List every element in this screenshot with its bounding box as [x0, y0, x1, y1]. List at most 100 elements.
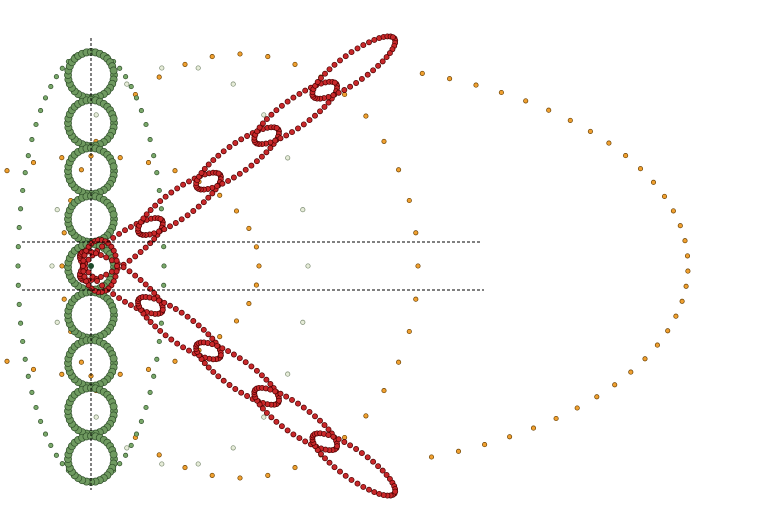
red-dot [205, 194, 212, 201]
red-dot [283, 132, 290, 139]
green-dot [16, 225, 22, 231]
green-dot [161, 244, 167, 250]
orange-dot [182, 465, 188, 471]
red-dot [258, 372, 265, 379]
green-dot [158, 320, 164, 326]
orange-dot [209, 472, 215, 478]
green-dot [109, 450, 118, 459]
red-dot [371, 489, 378, 496]
red-dot [157, 215, 164, 222]
orange-dot [4, 358, 10, 364]
orange-dot [482, 442, 488, 448]
red-dot [370, 458, 377, 465]
red-dot [354, 480, 361, 487]
red-dot [195, 322, 202, 329]
red-dot [152, 202, 159, 209]
red-dot [370, 67, 377, 74]
orange-dot [654, 342, 660, 348]
red-dot [220, 377, 227, 384]
red-dot [295, 125, 301, 132]
red-dot [295, 400, 301, 407]
red-dot [348, 476, 355, 483]
red-dot [317, 417, 323, 424]
green-dot [109, 162, 118, 171]
red-dot [168, 336, 175, 343]
red-dot [360, 42, 367, 49]
red-dot [383, 471, 390, 478]
red-dot [80, 263, 86, 269]
red-dot [244, 133, 251, 139]
pale-dot [159, 461, 165, 467]
red-dot [272, 388, 279, 395]
orange-dot [182, 61, 188, 67]
red-dot [263, 149, 270, 156]
red-dot [219, 345, 226, 352]
green-dot [15, 244, 21, 250]
red-dot [151, 295, 157, 302]
pale-dot [54, 207, 60, 213]
red-dot [376, 490, 383, 497]
red-dot [209, 190, 216, 197]
green-dot [18, 206, 24, 212]
red-dot [236, 355, 243, 362]
red-dot [256, 124, 263, 131]
red-dot [97, 252, 104, 259]
green-dot [133, 431, 140, 437]
red-dot [268, 414, 275, 421]
red-dot [210, 157, 217, 164]
red-dot [147, 285, 154, 292]
pale-dot [124, 445, 130, 451]
orange-dot [78, 167, 84, 173]
orange-dot [381, 138, 387, 144]
red-dot [259, 405, 266, 412]
orange-dot [217, 192, 223, 198]
red-dot [325, 432, 332, 438]
orange-dot [679, 298, 685, 304]
red-dot [371, 36, 378, 43]
orange-dot [447, 76, 453, 82]
orange-dot [553, 415, 559, 422]
orange-dot [61, 296, 67, 302]
orange-dot [628, 369, 634, 375]
orange-dot [30, 366, 37, 372]
orange-dot [265, 54, 271, 60]
orange-dot [684, 253, 691, 259]
orange-dot [363, 413, 369, 419]
red-dot [132, 253, 139, 260]
red-dot [337, 468, 343, 475]
orange-dot [292, 61, 298, 67]
red-dot [278, 102, 285, 109]
red-dot [278, 423, 285, 430]
green-dot [109, 306, 118, 315]
orange-dot [233, 208, 240, 214]
green-dot [109, 402, 118, 411]
red-dot [230, 174, 237, 181]
red-dot [147, 240, 154, 247]
red-dot [186, 347, 192, 354]
orange-dot [670, 208, 676, 214]
red-dot [209, 341, 216, 348]
green-dot [16, 301, 22, 307]
orange-dot [59, 263, 65, 269]
red-dot [330, 92, 337, 99]
red-dot [205, 331, 212, 338]
pale-dot [93, 112, 99, 118]
red-dot [147, 319, 154, 325]
pale-dot [54, 319, 60, 325]
orange-dot [30, 160, 37, 166]
red-dot [283, 393, 290, 400]
red-dot [180, 344, 187, 351]
orange-dot [665, 328, 671, 334]
red-dot [289, 129, 295, 136]
orange-dot [246, 225, 252, 231]
red-dot [140, 215, 147, 222]
red-dot [174, 185, 181, 192]
green-dot [123, 452, 129, 458]
orange-dot [209, 54, 215, 60]
red-dot [157, 198, 164, 205]
pale-dot [305, 263, 311, 269]
orange-dot [413, 230, 419, 236]
orange-dot [342, 91, 348, 98]
red-dot [248, 363, 255, 370]
orange-dot [256, 263, 262, 269]
